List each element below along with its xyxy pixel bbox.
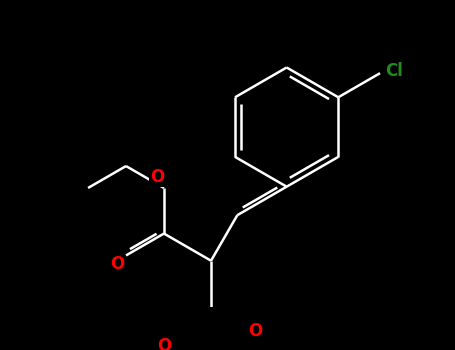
Text: O: O (157, 337, 172, 350)
Text: O: O (248, 322, 262, 340)
Text: Cl: Cl (385, 62, 403, 80)
Text: O: O (150, 168, 164, 187)
Text: O: O (110, 255, 124, 273)
